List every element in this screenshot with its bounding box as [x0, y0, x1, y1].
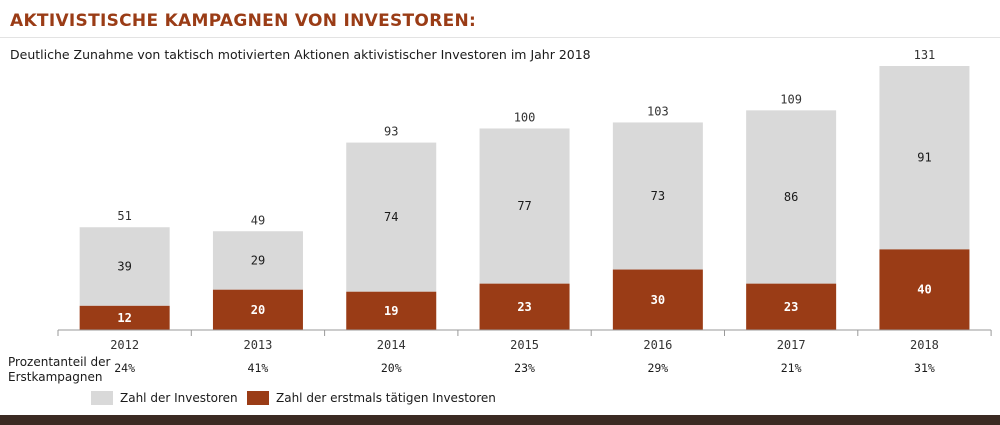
x-tick-label-2015: 2015 — [510, 338, 539, 352]
x-tick-label-2018: 2018 — [910, 338, 939, 352]
chart-subtitle: Deutliche Zunahme von taktisch motiviert… — [10, 47, 591, 62]
share-value-2014: 20% — [381, 361, 402, 375]
bar-first-time-2016 — [612, 269, 703, 330]
x-tick-label-2016: 2016 — [643, 338, 672, 352]
total-label-2017: 109 — [780, 92, 802, 106]
title-divider — [0, 37, 1000, 38]
share-value-2013: 41% — [248, 361, 269, 375]
chart-title: AKTIVISTISCHE KAMPAGNEN VON INVESTOREN: — [10, 11, 477, 31]
share-value-2017: 21% — [781, 361, 802, 375]
bar-investors-2012 — [79, 227, 170, 306]
value-label-investors-2017: 86 — [784, 190, 798, 204]
bar-first-time-2017 — [746, 283, 837, 330]
share-value-2016: 29% — [647, 361, 668, 375]
bar-first-time-2014 — [346, 291, 437, 330]
bar-investors-2017 — [746, 110, 837, 284]
share-value-2015: 23% — [514, 361, 535, 375]
value-label-investors-2012: 39 — [117, 260, 131, 274]
bar-investors-2015 — [479, 128, 570, 284]
bar-investors-2013 — [212, 231, 303, 290]
bar-investors-2014 — [346, 142, 437, 292]
share-value-2012: 24% — [114, 361, 135, 375]
value-label-first-time-2014: 19 — [384, 304, 398, 318]
value-label-investors-2013: 29 — [251, 253, 265, 267]
legend: Zahl der Investoren Zahl der erstmals tät… — [91, 391, 496, 405]
value-label-first-time-2017: 23 — [784, 300, 798, 314]
legend-swatch-investors — [91, 391, 113, 405]
legend-swatch-first-time — [247, 391, 269, 405]
bar-first-time-2012 — [79, 305, 170, 330]
value-label-investors-2018: 91 — [917, 151, 931, 165]
total-label-2012: 51 — [117, 209, 131, 223]
total-label-2013: 49 — [251, 213, 265, 227]
value-label-first-time-2015: 23 — [517, 300, 531, 314]
x-tick-label-2013: 2013 — [243, 338, 272, 352]
x-tick-label-2014: 2014 — [377, 338, 406, 352]
total-label-2015: 100 — [514, 110, 536, 124]
bar-first-time-2013 — [212, 289, 303, 330]
bar-investors-2016 — [612, 122, 703, 270]
total-label-2014: 93 — [384, 125, 398, 139]
bar-investors-2018 — [879, 66, 970, 250]
value-label-first-time-2013: 20 — [251, 303, 265, 317]
bars-group: 39 12 51 29 20 49 74 19 93 77 23 100 73 30 103 86 23 109 9… — [79, 48, 970, 330]
legend-label-investors: Zahl der Investoren — [120, 391, 238, 405]
value-label-first-time-2018: 40 — [917, 283, 931, 297]
value-label-first-time-2016: 30 — [651, 293, 665, 307]
footer-band — [0, 415, 1000, 425]
bar-first-time-2015 — [479, 283, 570, 330]
total-label-2016: 103 — [647, 104, 669, 118]
value-label-investors-2016: 73 — [651, 189, 665, 203]
bar-first-time-2018 — [879, 249, 970, 330]
value-label-first-time-2012: 12 — [117, 311, 131, 325]
share-row: 24% 41% 20% 23% 29% 21% 31% — [114, 361, 935, 375]
value-label-investors-2014: 74 — [384, 210, 398, 224]
share-value-2018: 31% — [914, 361, 935, 375]
x-tick-label-2017: 2017 — [777, 338, 806, 352]
x-axis: 2012 2013 2014 2015 2016 2017 2018 — [57, 329, 992, 352]
legend-label-first-time: Zahl der erstmals tätigen Investoren — [276, 391, 496, 405]
total-label-2018: 131 — [914, 48, 936, 62]
share-row-label: Prozentanteil der — [8, 355, 111, 369]
share-row-label-line2: Erstkampagnen — [8, 370, 102, 384]
x-tick-label-2012: 2012 — [110, 338, 139, 352]
value-label-investors-2015: 77 — [517, 199, 531, 213]
